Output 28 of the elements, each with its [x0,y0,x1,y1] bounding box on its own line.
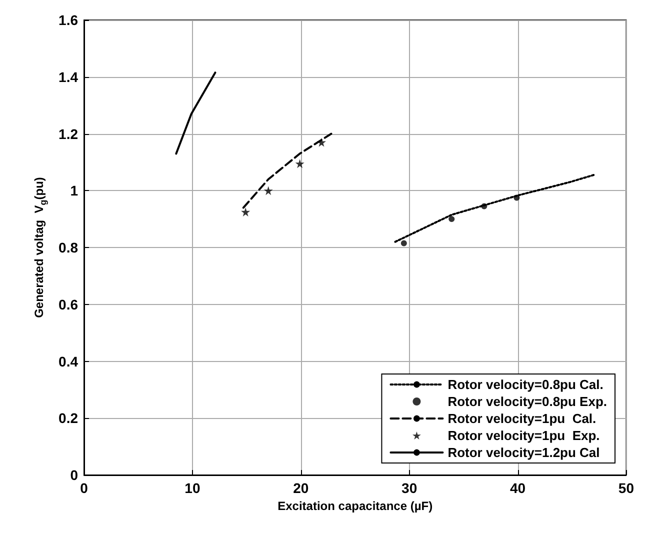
y-tick-label: 1.2 [58,126,78,142]
x-tick-label: 0 [80,480,88,496]
x-tick-label: 30 [402,480,418,496]
y-tick-label: 0.4 [58,353,78,370]
line-series [394,174,595,243]
legend-label: Rotor velocity=1pu Exp. [448,428,600,443]
legend-label: Rotor velocity=1pu Cal. [448,411,596,426]
x-tick-label: 40 [510,480,526,496]
y-tick-label: 0 [70,467,78,483]
x-tick-label: 10 [184,480,200,496]
x-tick-label: 50 [618,480,634,496]
point [264,186,273,196]
y-tick-label: 1.6 [58,12,78,28]
x-tick-label: 20 [293,480,309,496]
y-tick-label: 1 [70,182,78,199]
point [295,159,304,168]
y-tick-label: 0.6 [58,296,78,312]
y-tick-label: 0.8 [58,240,78,256]
x-axis-title: Excitation capacitance (µF) [278,498,433,513]
point [241,207,250,216]
y-axis-title: Generated voltag Vg(pu) [32,177,48,318]
legend-label: Rotor velocity=0.8pu Exp. [448,394,607,409]
y-tick-label: 1.4 [58,68,78,85]
point [448,216,455,222]
legend-label: Rotor velocity=0.8pu Cal. [448,377,604,392]
y-tick-label: 0.2 [58,410,78,426]
point [400,240,407,246]
legend-label: Rotor velocity=1.2pu Cal [448,445,600,460]
